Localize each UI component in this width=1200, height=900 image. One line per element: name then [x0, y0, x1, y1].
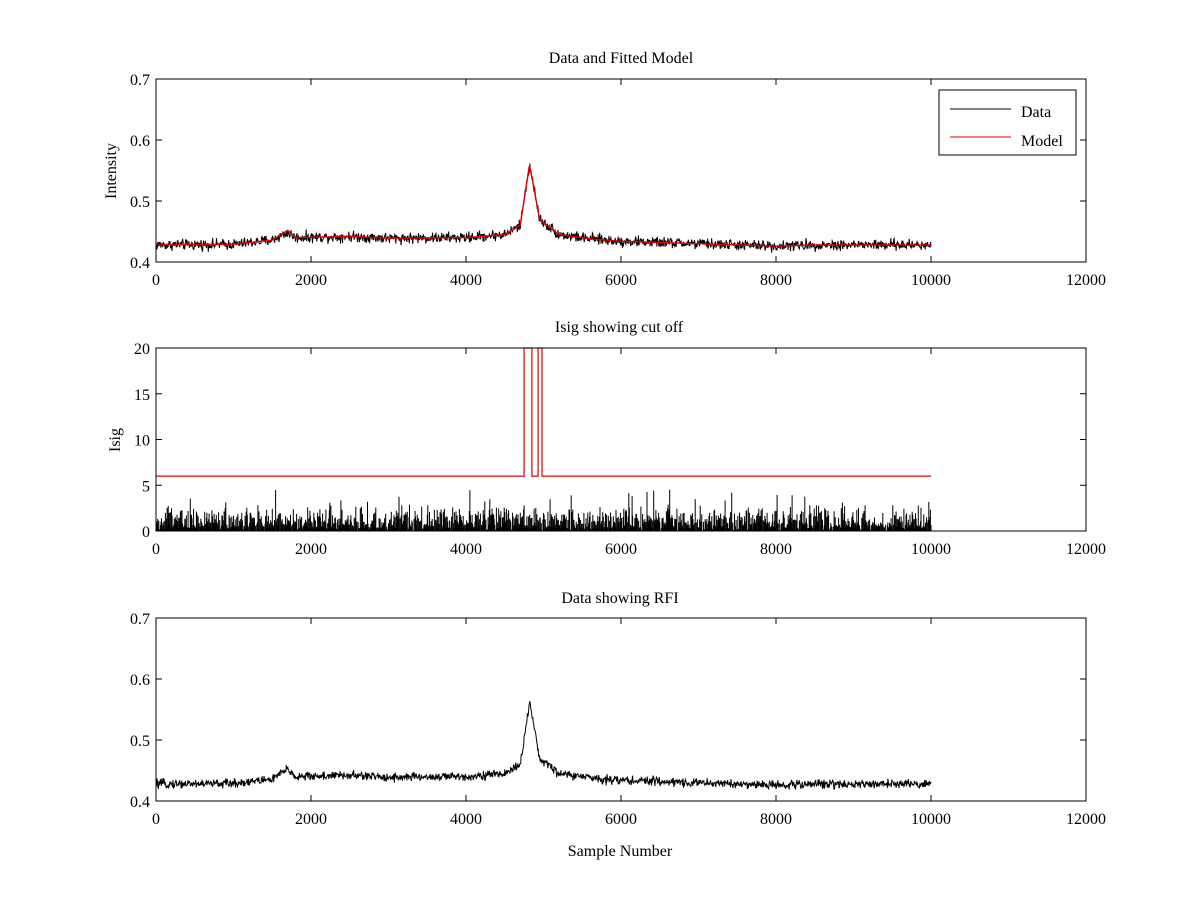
- fit-xtick-label: 10000: [911, 272, 951, 289]
- rfi-series-layer: [155, 701, 932, 791]
- subplot-rfi: 0 2000 4000 6000 8000 10000 120000.40.50.60.7 …: [130, 590, 1106, 860]
- isig-xtick-label: 12000: [1066, 541, 1106, 558]
- rfi-title: Data showing RFI: [561, 590, 678, 607]
- fit-title: Data and Fitted Model: [549, 50, 694, 67]
- subplot-fit: 0 2000 4000 6000 8000 10000 120000.40.50.60.7 …: [103, 50, 1106, 289]
- isig-ytick-label: 20: [134, 341, 150, 358]
- isig-ytick-label: 10: [134, 433, 150, 450]
- isig-xtick-label: 4000: [450, 541, 482, 558]
- rfi-ytick-label: 0.6: [130, 672, 150, 689]
- isig-title: Isig showing cut off: [555, 319, 684, 336]
- isig-ytick-label: 15: [134, 387, 150, 404]
- isig-xtick-label: 8000: [760, 541, 792, 558]
- isig-xtick-label: 2000: [295, 541, 327, 558]
- isig-xtick-label: 10000: [911, 541, 951, 558]
- fit-xtick-label: 2000: [295, 272, 327, 289]
- fit-xtick-label: 6000: [605, 272, 637, 289]
- fit-xtick-label: 0: [152, 272, 160, 289]
- fit-xtick-label: 8000: [760, 272, 792, 289]
- fit-legend-model-label: Model: [1021, 133, 1063, 150]
- fit-ytick-label: 0.4: [130, 255, 150, 272]
- fit-ytick-label: 0.5: [130, 194, 150, 211]
- isig-ytick-label: 0: [142, 524, 150, 541]
- fit-series-layer: [155, 163, 932, 253]
- fit-legend-box: [938, 89, 1077, 156]
- rfi-ytick-label: 0.5: [130, 733, 150, 750]
- fit-series-model: [156, 165, 931, 247]
- rfi-ytick-label: 0.7: [130, 611, 150, 628]
- fit-legend-data-label: Data: [1021, 104, 1051, 121]
- rfi-xtick-label: 2000: [295, 811, 327, 828]
- rfi-xlabel: Sample Number: [568, 843, 673, 860]
- rfi-xtick-label: 12000: [1066, 811, 1106, 828]
- rfi-xtick-label: 0: [152, 811, 160, 828]
- isig-series-cut-off: [156, 347, 931, 477]
- isig-ytick-label: 5: [142, 478, 150, 495]
- fit-legend: Data Model: [938, 89, 1077, 156]
- rfi-xtick-label: 8000: [760, 811, 792, 828]
- fit-ylabel: Intensity: [103, 143, 120, 199]
- fit-ytick-label: 0.6: [130, 133, 150, 150]
- rfi-xtick-label: 4000: [450, 811, 482, 828]
- isig-xtick-label: 0: [152, 541, 160, 558]
- fit-ytick-label: 0.7: [130, 72, 150, 89]
- isig-ticks: 0 2000 4000 6000 8000 10000 12000 0 5 10 15 20: [134, 341, 1106, 558]
- rfi-ticks: 0 2000 4000 6000 8000 10000 12000 0.4 0.5 0.6 0.7: [130, 611, 1106, 828]
- fit-xtick-label: 4000: [450, 272, 482, 289]
- rfi-xtick-label: 10000: [911, 811, 951, 828]
- fit-ticks: 0 2000 4000 6000 8000 10000 12000 0.4 0.5 0.6 0.7: [130, 72, 1106, 289]
- isig-ylabel: Isig: [107, 428, 124, 452]
- isig-xtick-label: 6000: [605, 541, 637, 558]
- fit-xtick-label: 12000: [1066, 272, 1106, 289]
- subplot-isig: 0 2000 4000 6000 8000 10000 12000 0 5 10 15 20 Isig…: [107, 319, 1106, 558]
- rfi-ytick-label: 0.4: [130, 794, 150, 811]
- rfi-xtick-label: 6000: [605, 811, 637, 828]
- rfi-series-data: [155, 701, 932, 791]
